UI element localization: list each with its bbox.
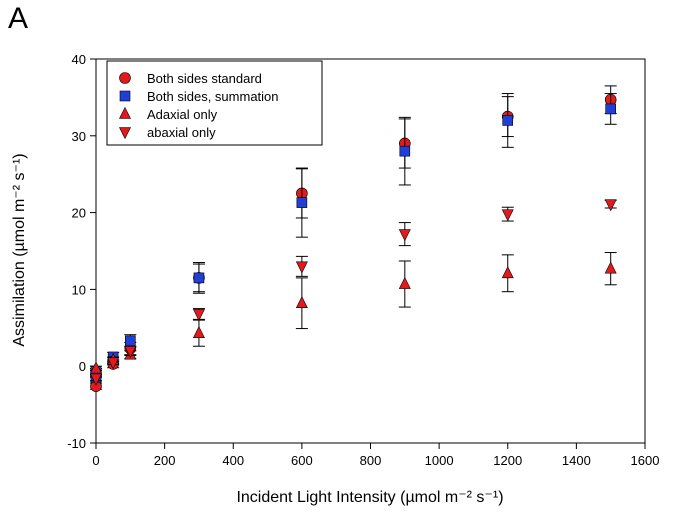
data-point [604, 261, 617, 274]
y-tick-label: 30 [72, 129, 86, 144]
data-point [605, 103, 616, 115]
x-tick-label: 1600 [631, 453, 660, 468]
y-tick-label: 10 [72, 282, 86, 297]
x-tick-label: 0 [92, 453, 99, 468]
x-tick-label: 600 [291, 453, 313, 468]
legend: Both sides standard Both sides, summation… [106, 60, 323, 146]
data-point [193, 272, 205, 284]
data-point [501, 209, 514, 222]
data-point [502, 115, 514, 126]
y-tick-label: 20 [72, 206, 86, 221]
legend-marker [119, 90, 131, 102]
y-axis-label: Assimilation (µmol m⁻² s⁻¹) [11, 153, 28, 346]
data-point [398, 229, 411, 242]
legend-box [106, 60, 323, 146]
x-tick-label: 800 [360, 453, 382, 468]
series-3 [90, 199, 617, 386]
x-tick-label: 400 [222, 453, 244, 468]
data-point [398, 276, 411, 289]
series-2 [90, 252, 617, 374]
x-tick-label: 200 [154, 453, 176, 468]
data-point [125, 335, 136, 347]
x-tick-label: 1200 [493, 453, 522, 468]
y-tick-label: 40 [72, 52, 86, 67]
legend-marker [119, 106, 131, 119]
data-point [501, 266, 514, 279]
data-point [107, 357, 120, 370]
data-point [192, 309, 205, 322]
y-tick-label: -10 [67, 436, 86, 451]
panel-label: A [8, 2, 29, 35]
legend-marker [119, 72, 131, 84]
data-point [604, 199, 617, 212]
x-tick-label: 1400 [562, 453, 591, 468]
data-point [90, 373, 102, 386]
x-axis-label: Incident Light Intensity (µmol m⁻² s⁻¹) [236, 489, 503, 506]
legend-marker [119, 127, 131, 140]
legend-label: Both sides, summation [147, 89, 279, 104]
legend-label: abaxial only [147, 125, 216, 140]
y-tick-label: 0 [79, 359, 86, 374]
legend-label: Both sides standard [147, 71, 262, 86]
data-point [192, 326, 205, 338]
axes: 0 200 400 600 800 1000 1200 1400 1600 -10 0 10 20 30 4… [67, 52, 659, 468]
data-marks [90, 85, 617, 392]
legend-label: Adaxial only [147, 107, 218, 122]
data-point [295, 261, 308, 274]
data-point [124, 346, 137, 359]
data-point [296, 197, 308, 208]
x-tick-label: 1000 [425, 453, 454, 468]
data-point [295, 296, 308, 309]
data-point [399, 145, 411, 157]
data-point [90, 361, 102, 374]
